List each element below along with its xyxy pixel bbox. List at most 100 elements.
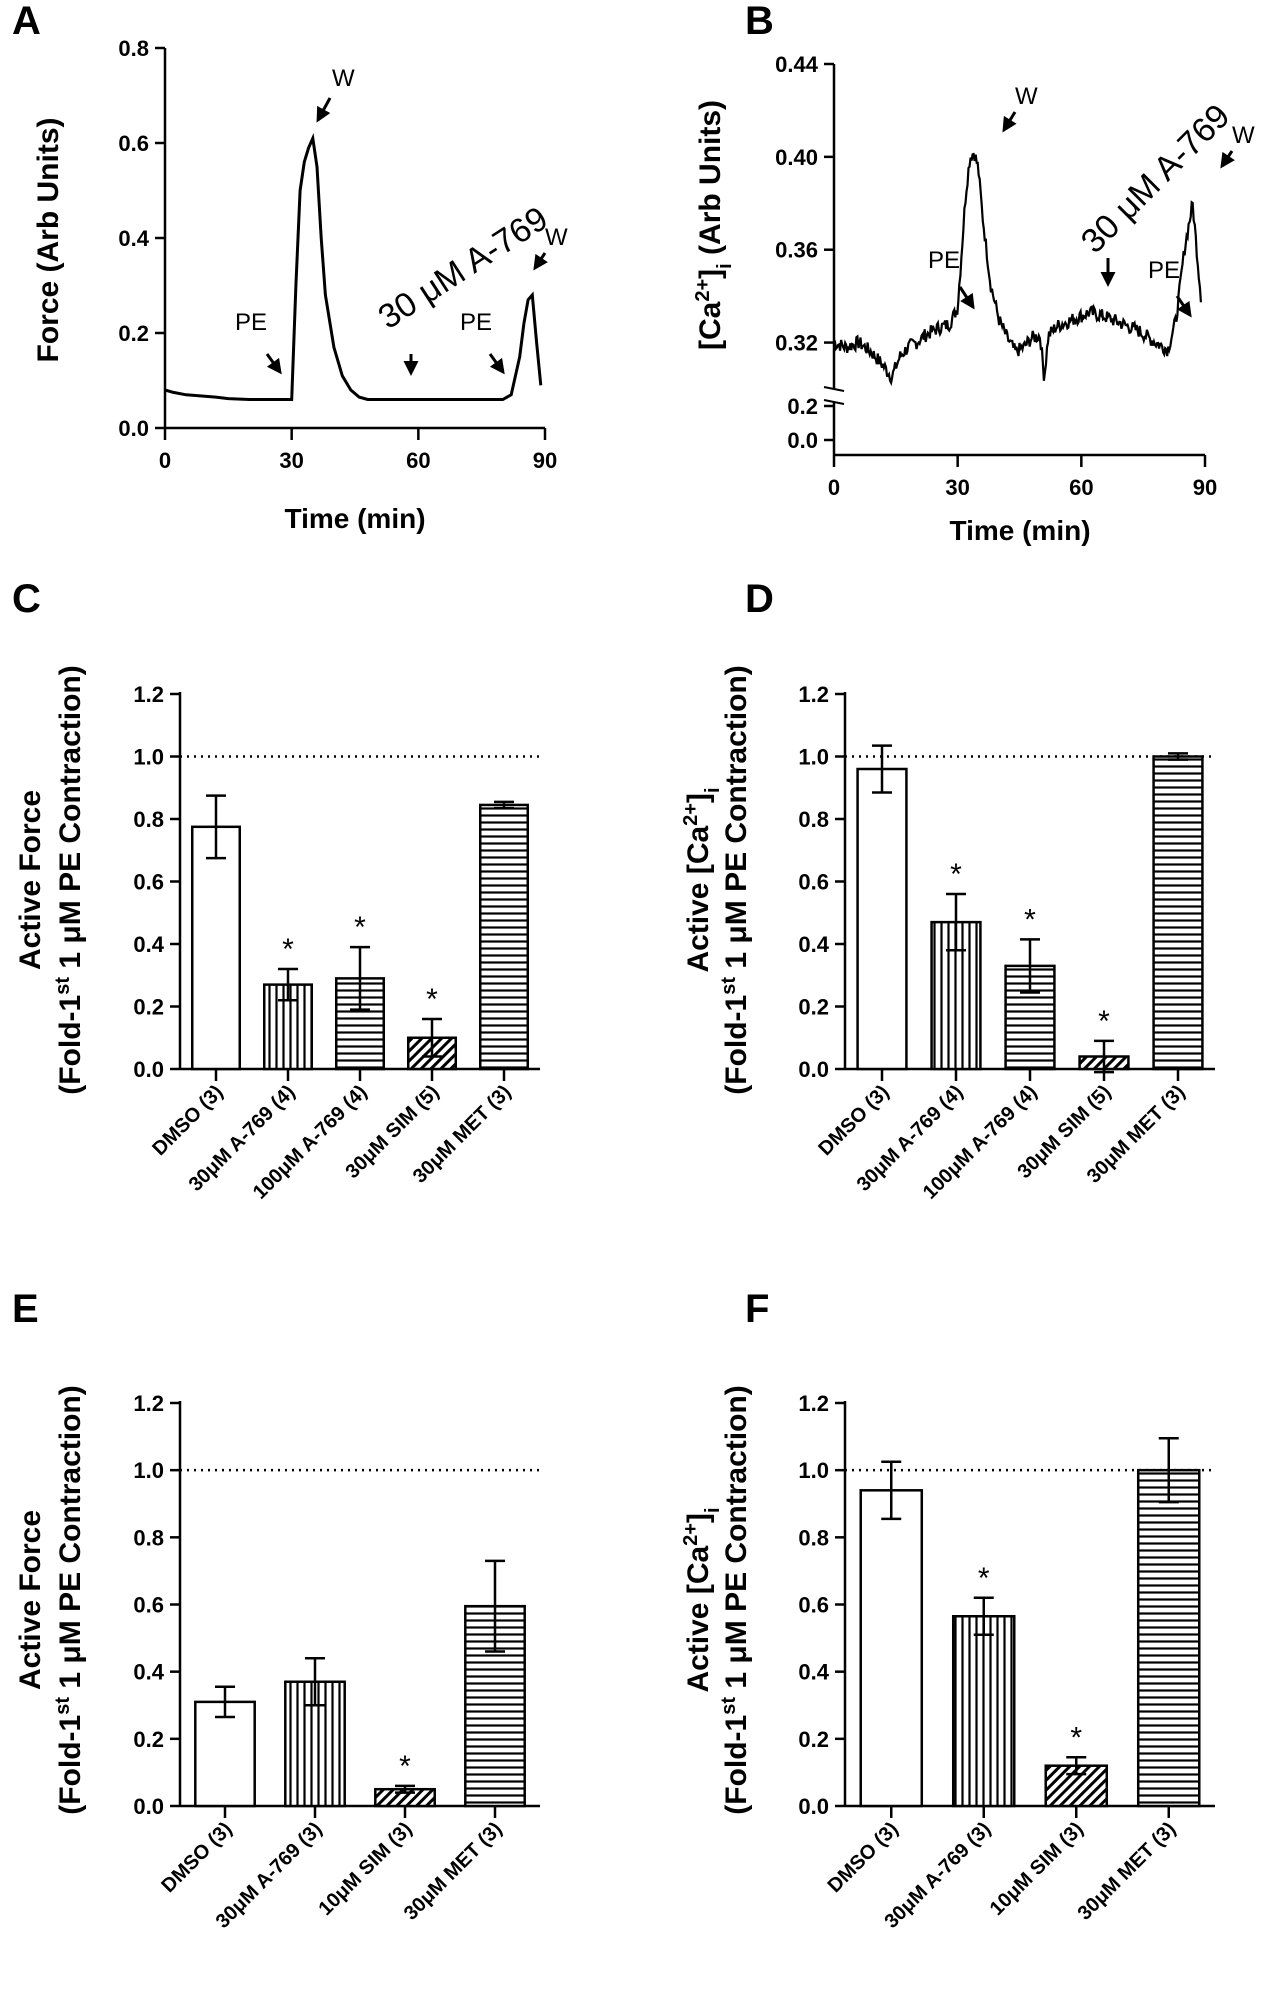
panel-f-y-tick-label: 0.8: [798, 1525, 829, 1550]
panel-c-bar: [478, 803, 530, 1071]
panel-d-y-tick-label: 0.2: [798, 995, 829, 1020]
panel-f-bar: [951, 1615, 1016, 1808]
panel-a-x-tick-label: 90: [533, 448, 557, 473]
panel-e-y-tick-label: 0.8: [133, 1525, 164, 1550]
panel-d-y-axis-title-2: (Fold-1st 1 μM PE Contraction): [718, 665, 753, 1095]
panel-label-d: D: [745, 577, 774, 621]
panel-a-y-tick-label: 0.2: [118, 321, 149, 346]
panel-e-y-tick-label: 0.4: [133, 1660, 164, 1685]
panel-f-y-axis-title: Active [Ca2+]i: [680, 1507, 724, 1692]
panel-e-significance-star: *: [399, 1750, 411, 1783]
panel-d-bar: [1152, 755, 1204, 1071]
panel-b-y-tick-label-lower: 0.0: [787, 428, 818, 453]
panel-a-force-trace: [164, 132, 543, 401]
panel-b-x-axis-title: Time (min): [949, 515, 1090, 546]
panel-a-y-tick-label: 0.6: [118, 131, 149, 156]
panel-d-y-tick-label: 0.6: [798, 870, 829, 895]
panel-b-x-tick-label: 30: [945, 475, 969, 500]
panel-f-significance-star: *: [978, 1562, 990, 1595]
panel-b-pe-arrow-2: [1175, 295, 1192, 318]
panel-b-y-ticks: 0.32 0.36 0.40 0.44 0.0 0.2: [775, 52, 834, 453]
panel-b-x-ticks: 0 30 60 90: [828, 455, 1217, 500]
panel-e: E 0.0 0.2 0.4 0.6 0.8 1.0 1.2 Active Force(Fold…: [12, 1287, 540, 1933]
panel-d-y-tick-label: 0.0: [798, 1057, 829, 1082]
panel-d-significance-star: *: [1098, 1005, 1110, 1038]
panel-b-y-tick-label: 0.36: [775, 238, 818, 263]
panel-a-x-ticks: 0 30 60 90: [159, 428, 557, 473]
panel-label-c: C: [12, 577, 41, 621]
panel-a-x-tick-label: 30: [279, 448, 303, 473]
panel-a-w-label-2: W: [545, 224, 568, 251]
panel-d-y-tick-label: 1.0: [798, 745, 829, 770]
panel-f-y-tick-label: 1.2: [798, 1391, 829, 1416]
panel-c-y-tick-label: 0.0: [133, 1057, 164, 1082]
panel-d-y-axis-title: Active [Ca2+]i: [680, 787, 724, 972]
panel-b-y-tick-label: 0.40: [775, 145, 818, 170]
panel-b-x-tick-label: 0: [828, 475, 840, 500]
panel-f: F 0.0 0.2 0.4 0.6 0.8 1.0 1.2 Active [Ca2+]i(Fo…: [680, 1287, 1215, 1933]
panel-b-pe-arrow-1: [958, 286, 975, 310]
panel-a-y-tick-label: 0.0: [118, 416, 149, 441]
panel-f-y-tick-label: 0.6: [798, 1593, 829, 1618]
panel-c-significance-star: *: [354, 911, 366, 944]
panel-e-y-tick-label: 1.0: [133, 1458, 164, 1483]
panel-label-e: E: [12, 1287, 39, 1331]
panel-a-y-tick-label: 0.8: [118, 36, 149, 61]
panel-a: A 0.0 0.2 0.4 0.6 0.8 0 30 60 90 Time (min) For…: [12, 0, 568, 534]
panel-d-y-tick-label: 0.4: [798, 932, 829, 957]
panel-e-y-axis-title: Active Force: [14, 1510, 47, 1690]
panel-b-y-axis-title: [Ca2+]i (Arb Units): [692, 100, 736, 350]
panel-b-drug-label: 30 μM A-769: [1074, 97, 1238, 261]
panel-a-pe-arrow-1: [265, 353, 282, 375]
panel-e-y-axis-title-2: (Fold-1st 1 μM PE Contraction): [52, 1385, 87, 1815]
panel-a-y-tick-label: 0.4: [118, 226, 149, 251]
panel-b-pe-label-1: PE: [928, 247, 960, 274]
panel-c-y-tick-label: 1.0: [133, 745, 164, 770]
panel-e-y-tick-label: 0.6: [133, 1593, 164, 1618]
panel-c-bar: [190, 825, 242, 1071]
panel-f-y-axis-title-2: (Fold-1st 1 μM PE Contraction): [718, 1385, 753, 1815]
panel-c-significance-star: *: [282, 933, 294, 966]
panel-b-w-arrow-2: [1220, 150, 1235, 169]
panel-f-category-label: DMSO (3): [824, 1818, 903, 1897]
panel-e-bar: [194, 1700, 256, 1808]
panel-b-x-tick-label: 90: [1193, 475, 1217, 500]
panel-a-y-axis-title: Force (Arb Units): [32, 117, 65, 362]
panel-c: C 0.0 0.2 0.4 0.6 0.8 1.0 1.2 Active Force(Fold…: [12, 577, 540, 1204]
panel-c-significance-star: *: [426, 983, 438, 1016]
panel-b-w-label-2: W: [1232, 122, 1255, 149]
panel-f-category-label: 30μM MET (3): [1074, 1818, 1181, 1925]
panel-b-x-tick-label: 60: [1069, 475, 1093, 500]
panel-b-w-label-1: W: [1015, 83, 1038, 110]
panel-a-pe-label-2: PE: [460, 309, 492, 336]
panel-f-significance-star: *: [1070, 1721, 1082, 1754]
panel-b: B 0.32 0.36 0.40 0.44 0.0 0.2 0 30 60 90 Time (m…: [692, 0, 1255, 546]
panel-b-axes: [823, 64, 1205, 457]
panel-a-x-axis-title: Time (min): [284, 503, 425, 534]
panel-e-category-label: DMSO (3): [157, 1818, 236, 1897]
panel-a-x-tick-label: 0: [159, 448, 171, 473]
panel-label-f: F: [745, 1287, 769, 1331]
panel-label-a: A: [12, 0, 41, 43]
panel-f-bar: [1136, 1468, 1201, 1808]
panel-d-category-label: DMSO (3): [814, 1081, 893, 1160]
panel-a-pe-label-1: PE: [235, 309, 267, 336]
panel-e-y-tick-label: 0.2: [133, 1727, 164, 1752]
panel-a-x-tick-label: 60: [406, 448, 430, 473]
panel-a-y-ticks: 0.0 0.2 0.4 0.6 0.8: [118, 36, 165, 441]
panel-d-bar: [856, 767, 908, 1071]
panel-f-y-tick-label: 0.4: [798, 1660, 829, 1685]
panel-c-y-axis-title-2: (Fold-1st 1 μM PE Contraction): [52, 665, 87, 1095]
panel-c-y-tick-label: 1.2: [133, 682, 164, 707]
panel-c-y-tick-label: 0.8: [133, 807, 164, 832]
panel-a-w-arrow-2: [533, 252, 548, 271]
panel-f-y-tick-label: 0.0: [798, 1794, 829, 1819]
panel-f-y-tick-label: 0.2: [798, 1727, 829, 1752]
panel-a-w-label-1: W: [332, 65, 355, 92]
panel-label-b: B: [745, 0, 774, 43]
panel-c-y-tick-label: 0.6: [133, 870, 164, 895]
panel-f-y-tick-label: 1.0: [798, 1458, 829, 1483]
panel-a-w-arrow-1: [316, 97, 332, 123]
panel-b-y-tick-label: 0.32: [775, 331, 818, 356]
